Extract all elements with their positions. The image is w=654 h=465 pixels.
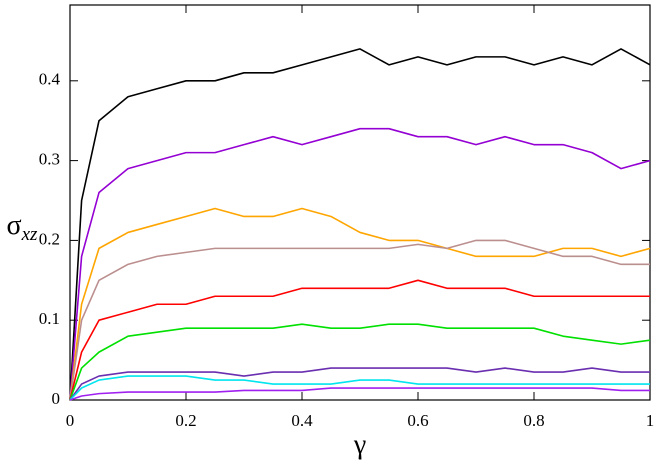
data-line: [69, 375, 650, 401]
y-tick-label: 0.4: [39, 70, 61, 89]
y-tick-label: 0.3: [39, 150, 60, 169]
x-tick-label: 1: [646, 411, 654, 430]
plot-frame: [69, 4, 651, 401]
x-tick-label: 0.8: [523, 411, 544, 430]
data-line: [69, 48, 651, 401]
x-tick-label: 0.6: [407, 411, 428, 430]
data-line: [69, 279, 650, 401]
x-tick-label: 0.4: [291, 411, 313, 430]
x-axis-label: γ: [353, 429, 366, 460]
x-tick-label: 0: [66, 411, 75, 430]
data-line: [69, 387, 650, 401]
data-line: [69, 367, 650, 401]
data-line: [69, 239, 650, 401]
y-tick-label: 0.2: [39, 229, 60, 248]
x-tick-label: 0.2: [175, 411, 196, 430]
y-label-symbol: σ: [7, 210, 22, 241]
data-line: [69, 127, 651, 401]
data-line: [69, 323, 651, 401]
y-tick-label: 0: [52, 389, 61, 408]
y-axis-label: σxz: [7, 210, 39, 245]
y-tick-label: 0.1: [39, 309, 60, 328]
y-label-subscript: xz: [21, 224, 38, 245]
